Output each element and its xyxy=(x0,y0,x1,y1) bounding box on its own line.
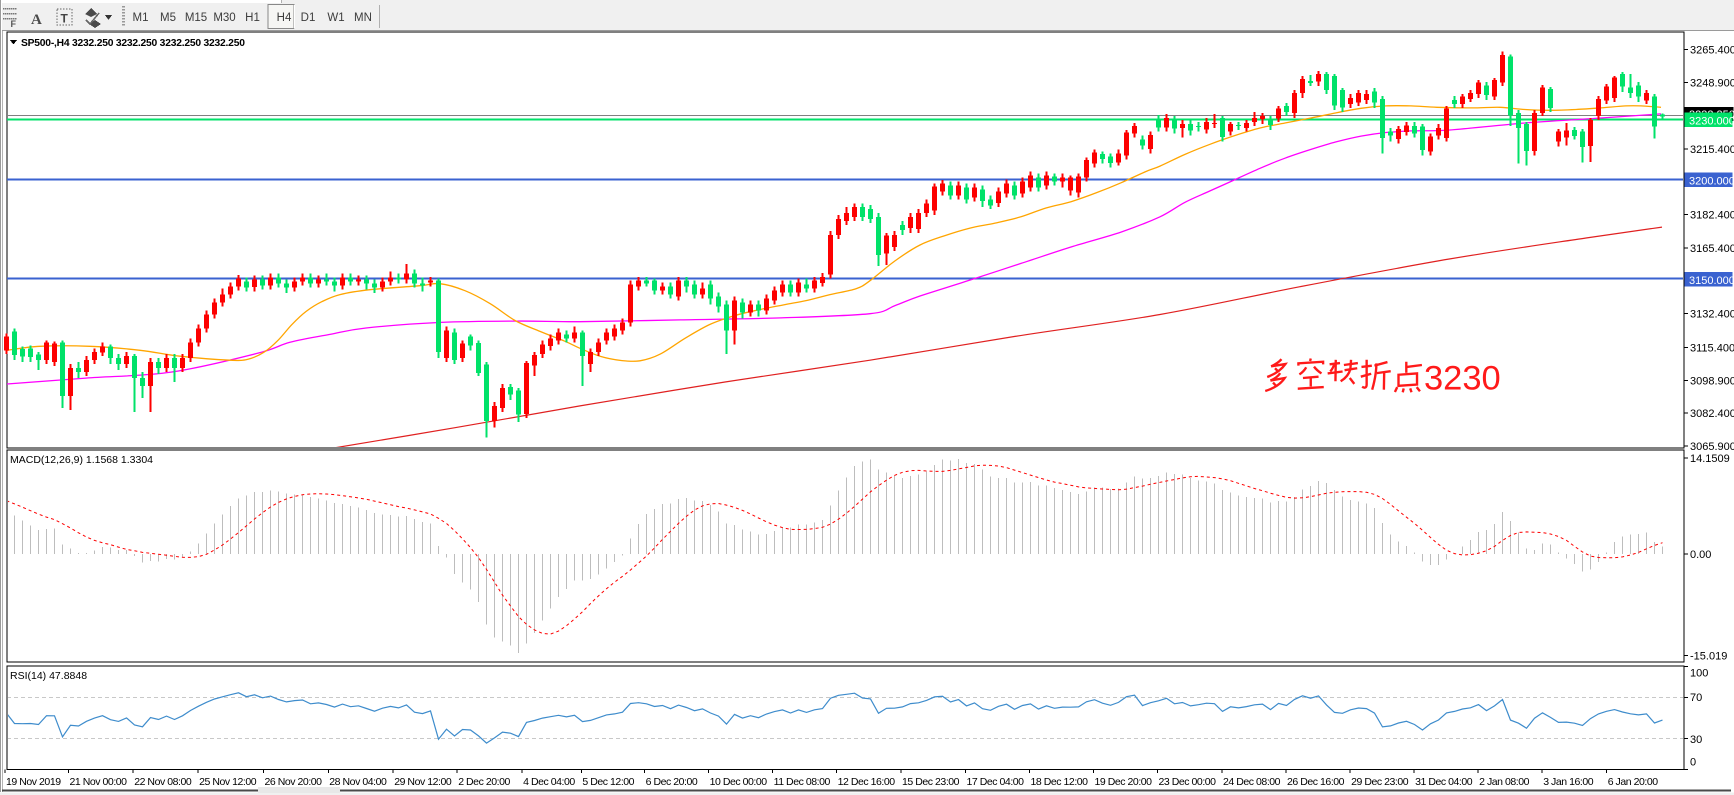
svg-text:3098.900: 3098.900 xyxy=(1690,375,1734,387)
svg-text:4 Dec 04:00: 4 Dec 04:00 xyxy=(523,776,575,788)
svg-text:M15: M15 xyxy=(185,12,207,24)
svg-text:-15.019: -15.019 xyxy=(1690,651,1727,663)
svg-text:23 Dec 00:00: 23 Dec 00:00 xyxy=(1159,776,1217,788)
svg-text:3215.400: 3215.400 xyxy=(1690,144,1734,156)
svg-text:D1: D1 xyxy=(301,12,316,24)
svg-text:3082.400: 3082.400 xyxy=(1690,408,1734,420)
svg-text:M1: M1 xyxy=(133,12,149,24)
svg-text:24 Dec 08:00: 24 Dec 08:00 xyxy=(1223,776,1281,788)
svg-text:3115.400: 3115.400 xyxy=(1690,343,1734,355)
svg-text:29 Nov 12:00: 29 Nov 12:00 xyxy=(394,776,452,788)
svg-text:3165.400: 3165.400 xyxy=(1690,243,1734,255)
svg-text:3230.000: 3230.000 xyxy=(1689,116,1734,128)
svg-text:M5: M5 xyxy=(160,12,176,24)
svg-text:A: A xyxy=(31,12,42,28)
svg-text:3150.000: 3150.000 xyxy=(1689,275,1734,287)
svg-text:12 Dec 16:00: 12 Dec 16:00 xyxy=(838,776,896,788)
svg-text:F: F xyxy=(11,19,17,29)
svg-text:3200.000: 3200.000 xyxy=(1689,176,1734,188)
svg-text:6 Dec 20:00: 6 Dec 20:00 xyxy=(646,776,698,788)
svg-text:19 Dec 20:00: 19 Dec 20:00 xyxy=(1095,776,1153,788)
svg-text:100: 100 xyxy=(1690,668,1708,680)
svg-text:H4: H4 xyxy=(277,12,292,24)
svg-text:10 Dec 00:00: 10 Dec 00:00 xyxy=(710,776,768,788)
svg-text:3132.400: 3132.400 xyxy=(1690,309,1734,321)
svg-text:3265.400: 3265.400 xyxy=(1690,45,1734,57)
svg-text:11 Dec 08:00: 11 Dec 08:00 xyxy=(774,776,831,788)
svg-text:70: 70 xyxy=(1690,692,1702,704)
svg-text:T: T xyxy=(61,12,69,26)
svg-text:14.1509: 14.1509 xyxy=(1690,453,1730,465)
svg-text:3230: 3230 xyxy=(1424,360,1501,398)
svg-text:25 Nov 12:00: 25 Nov 12:00 xyxy=(199,776,257,788)
svg-text:22 Nov 08:00: 22 Nov 08:00 xyxy=(134,776,192,788)
svg-text:W1: W1 xyxy=(327,12,344,24)
svg-text:18 Dec 12:00: 18 Dec 12:00 xyxy=(1031,776,1089,788)
svg-text:RSI(14) 47.8848: RSI(14) 47.8848 xyxy=(10,670,87,682)
svg-text:0.00: 0.00 xyxy=(1690,549,1711,561)
svg-text:0: 0 xyxy=(1690,757,1696,769)
svg-text:3248.900: 3248.900 xyxy=(1690,77,1734,89)
svg-text:3065.900: 3065.900 xyxy=(1690,441,1734,453)
svg-text:19 Nov 2019: 19 Nov 2019 xyxy=(6,776,61,788)
svg-text:15 Dec 23:00: 15 Dec 23:00 xyxy=(902,776,960,788)
svg-text:30: 30 xyxy=(1690,734,1702,746)
svg-text:26 Dec 16:00: 26 Dec 16:00 xyxy=(1287,776,1345,788)
svg-text:3182.400: 3182.400 xyxy=(1690,209,1734,221)
svg-text:MN: MN xyxy=(354,12,372,24)
svg-text:29 Dec 23:00: 29 Dec 23:00 xyxy=(1351,776,1409,788)
svg-text:6 Jan 20:00: 6 Jan 20:00 xyxy=(1608,776,1659,788)
svg-text:5 Dec 12:00: 5 Dec 12:00 xyxy=(582,776,634,788)
svg-text:H1: H1 xyxy=(245,12,260,24)
svg-text:SP500-,H4 3232.250 3232.250 3: SP500-,H4 3232.250 3232.250 3232.250 323… xyxy=(21,38,245,49)
svg-text:3 Jan 16:00: 3 Jan 16:00 xyxy=(1543,776,1594,788)
svg-text:MACD(12,26,9) 1.1568 1.3304: MACD(12,26,9) 1.1568 1.3304 xyxy=(10,454,153,466)
svg-text:2 Jan 08:00: 2 Jan 08:00 xyxy=(1479,776,1530,788)
svg-text:17 Dec 04:00: 17 Dec 04:00 xyxy=(967,776,1025,788)
svg-text:28 Nov 04:00: 28 Nov 04:00 xyxy=(329,776,387,788)
svg-text:31 Dec 04:00: 31 Dec 04:00 xyxy=(1415,776,1473,788)
svg-text:2 Dec 20:00: 2 Dec 20:00 xyxy=(458,776,510,788)
svg-text:M30: M30 xyxy=(213,12,235,24)
svg-text:21 Nov 00:00: 21 Nov 00:00 xyxy=(70,776,128,788)
svg-text:26 Nov 20:00: 26 Nov 20:00 xyxy=(265,776,323,788)
